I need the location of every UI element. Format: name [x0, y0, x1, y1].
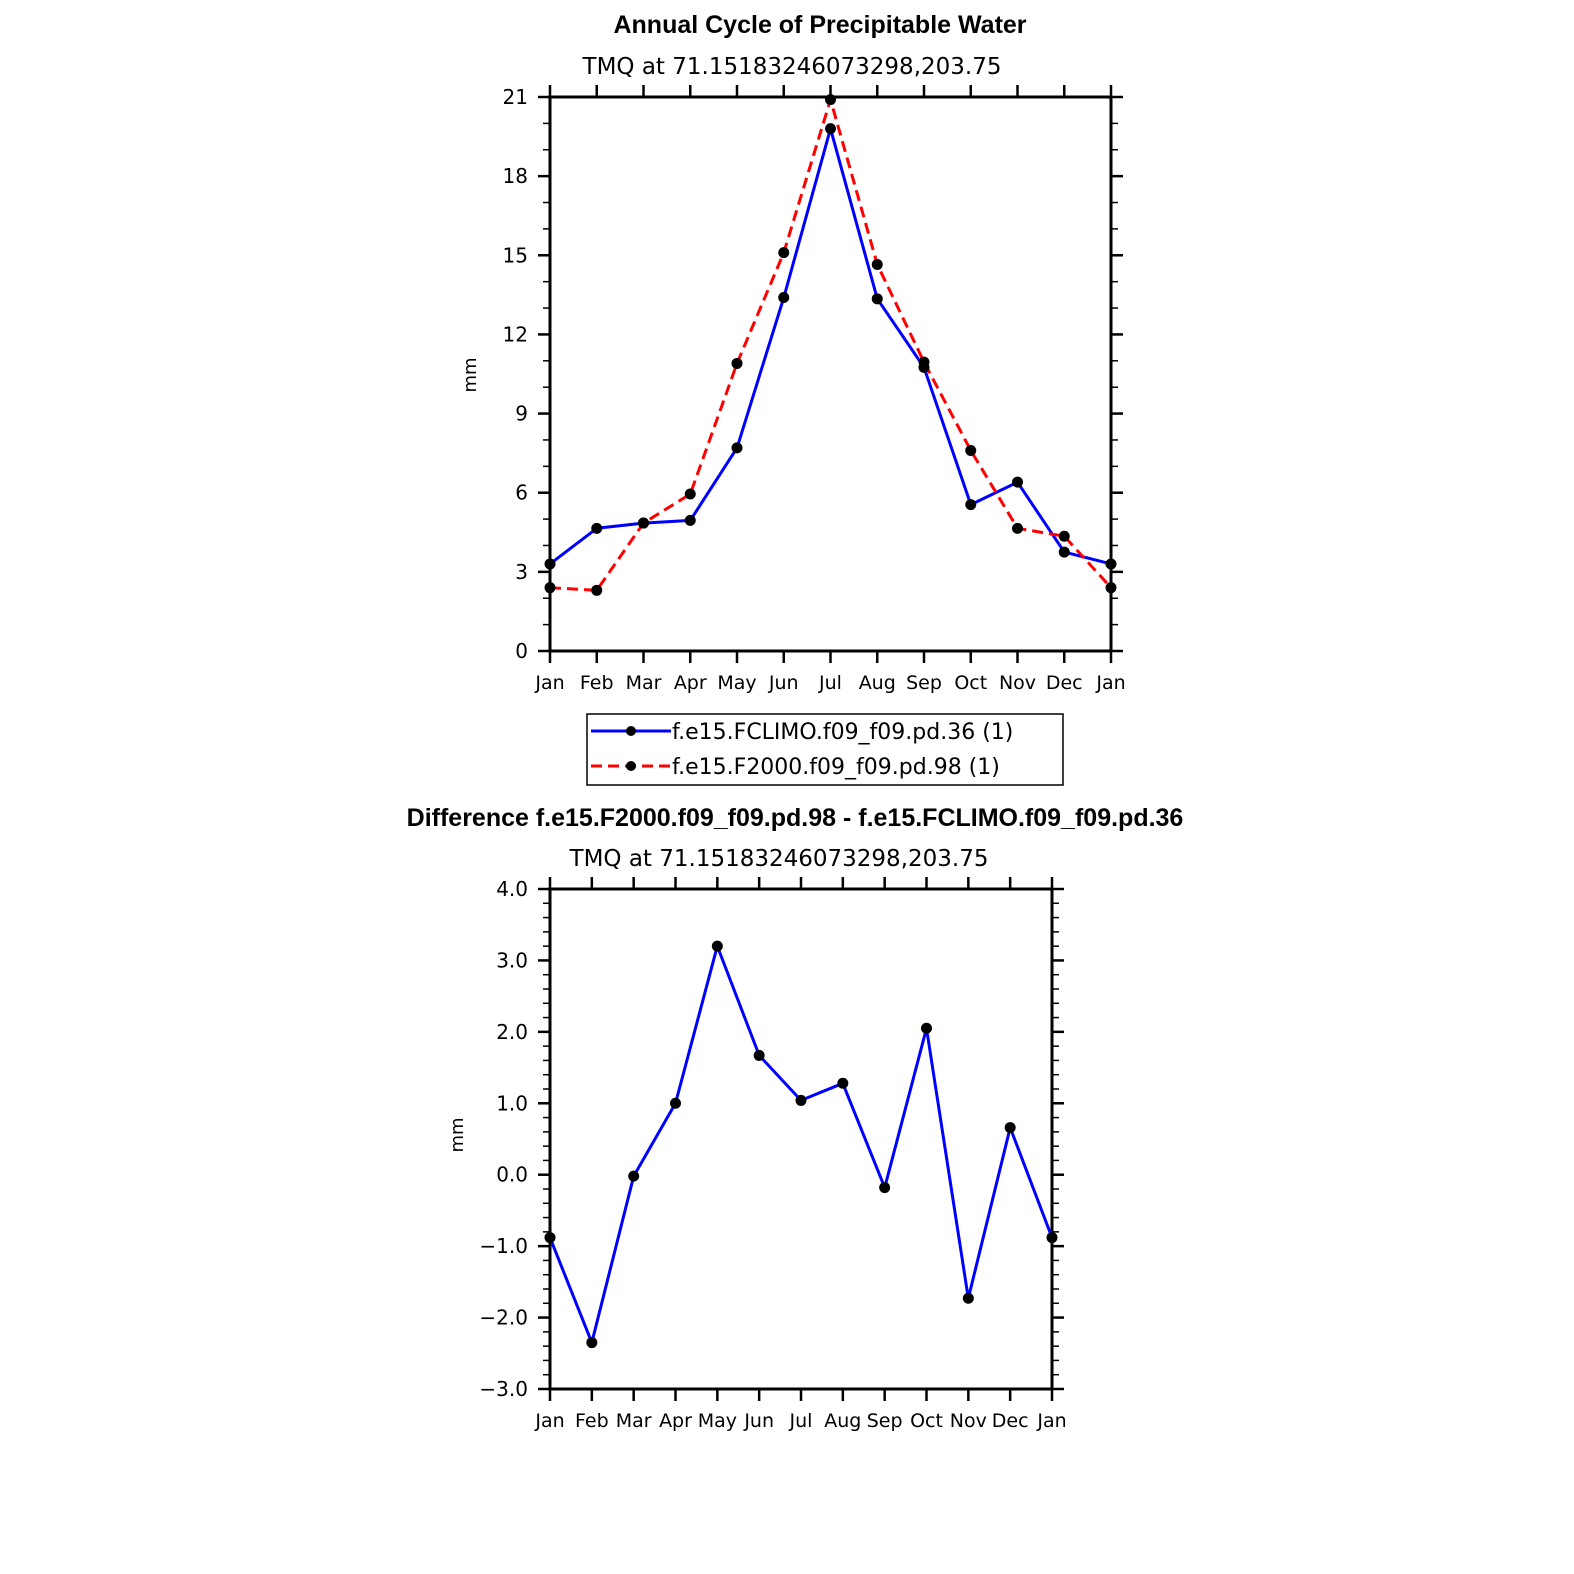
chart-subtitle: TMQ at 71.15183246073298,203.75 [569, 846, 989, 872]
chart-title: Difference f.e15.F2000.f09_f09.pd.98 - f… [407, 804, 1184, 832]
data-point-0-9 [921, 1022, 932, 1034]
x-tick-label: May [698, 1410, 737, 1432]
x-tick-label: Jun [743, 1410, 774, 1432]
data-point-0-4 [711, 940, 723, 952]
x-tick-label: Jul [789, 1410, 813, 1432]
y-tick-label: −1.0 [479, 1234, 528, 1258]
y-tick-label: 15 [503, 243, 528, 267]
data-point-0-10 [1012, 476, 1023, 488]
y-tick-label: 3.0 [496, 948, 528, 972]
data-point-0-3 [670, 1097, 681, 1109]
data-point-0-1 [591, 522, 603, 534]
y-tick-label: 12 [503, 322, 528, 346]
x-tick-label: Sep [867, 1410, 903, 1432]
y-tick-label: 3 [515, 560, 528, 584]
data-point-0-0 [544, 558, 556, 570]
data-point-1-4 [731, 357, 743, 369]
x-tick-label: Feb [580, 672, 614, 694]
y-tick-label: −2.0 [479, 1306, 528, 1330]
data-point-0-5 [753, 1049, 765, 1061]
y-tick-label: 18 [503, 164, 528, 188]
legend-box [586, 713, 1064, 786]
y-tick-label: 0 [515, 639, 528, 663]
x-tick-label: Jun [768, 672, 799, 694]
x-tick-label: Jul [818, 672, 842, 694]
data-point-0-7 [871, 293, 883, 305]
data-point-1-6 [825, 94, 836, 106]
y-tick-label: 4.0 [496, 877, 528, 901]
data-point-0-1 [586, 1337, 598, 1349]
x-tick-label: Apr [674, 672, 707, 694]
series-layer [544, 940, 1058, 1349]
x-tick-label: Mar [616, 1410, 652, 1432]
data-point-0-0 [544, 1232, 556, 1244]
x-tick-label: Dec [1046, 672, 1083, 694]
data-point-0-4 [731, 442, 743, 454]
y-tick-label: 2.0 [496, 1020, 528, 1044]
x-tick-label: Oct [954, 672, 987, 694]
legend-marker-f2000 [626, 761, 636, 771]
data-point-0-7 [837, 1077, 849, 1089]
y-tick-label: 0.0 [496, 1163, 528, 1187]
chart-title: Annual Cycle of Precipitable Water [613, 11, 1026, 39]
data-point-0-11 [1004, 1122, 1016, 1134]
data-point-1-8 [918, 356, 930, 368]
data-point-1-1 [591, 584, 603, 596]
y-tick-label: 6 [515, 481, 528, 505]
x-tick-label: Sep [906, 672, 942, 694]
y-tick-label: 1.0 [496, 1091, 528, 1115]
data-point-1-11 [1058, 530, 1070, 542]
y-axis-label: mm [460, 357, 481, 392]
legend: f.e15.FCLIMO.f09_f09.pd.36 (1) f.e15.F20… [586, 713, 1064, 786]
data-point-0-9 [965, 499, 977, 511]
data-point-1-3 [684, 488, 696, 500]
annual-cycle-chart: Annual Cycle of Precipitable Water TMQ a… [460, 11, 1126, 786]
data-point-1-5 [778, 247, 790, 259]
legend-marker-fclimo [626, 726, 636, 736]
legend-label-fclimo: f.e15.FCLIMO.f09_f09.pd.36 (1) [672, 720, 1013, 745]
data-point-1-2 [638, 517, 649, 529]
y-tick-label: 21 [503, 85, 528, 109]
data-point-0-3 [684, 514, 696, 526]
x-tick-label: Aug [824, 1410, 861, 1432]
data-point-1-10 [1012, 522, 1023, 534]
x-tick-label: Feb [575, 1410, 609, 1432]
y-tick-label: −3.0 [479, 1377, 528, 1401]
data-point-0-6 [825, 123, 836, 135]
difference-chart: Difference f.e15.F2000.f09_f09.pd.98 - f… [407, 804, 1184, 1432]
data-point-1-12 [1105, 582, 1117, 594]
chart-subtitle: TMQ at 71.15183246073298,203.75 [582, 54, 1002, 80]
data-point-0-12 [1046, 1232, 1058, 1244]
data-point-0-8 [879, 1182, 891, 1194]
x-tick-label: Aug [859, 672, 896, 694]
data-point-1-9 [965, 445, 977, 457]
data-point-1-0 [544, 582, 556, 594]
x-tick-label: May [717, 672, 756, 694]
data-point-0-11 [1058, 546, 1070, 558]
x-tick-label: Nov [999, 672, 1036, 694]
y-tick-label: 9 [515, 402, 528, 426]
x-tick-label: Jan [534, 672, 564, 694]
axes-frame: −3.0 −2.0 −1.0 0.0 1.0 2.0 3.0 4.0 Jan Feb Mar Apr M… [479, 877, 1067, 1432]
data-point-0-12 [1105, 558, 1117, 570]
data-point-0-6 [795, 1094, 807, 1106]
x-tick-label: Jan [1095, 672, 1125, 694]
x-tick-label: Apr [659, 1410, 692, 1432]
data-point-0-10 [962, 1292, 974, 1304]
series-layer [544, 94, 1117, 596]
x-tick-label: Nov [950, 1410, 987, 1432]
x-tick-label: Oct [910, 1410, 943, 1432]
data-point-0-2 [628, 1170, 640, 1182]
x-tick-label: Mar [626, 672, 662, 694]
data-point-0-5 [778, 291, 790, 303]
x-tick-label: Jan [1036, 1410, 1066, 1432]
data-point-1-7 [871, 259, 883, 271]
legend-label-f2000: f.e15.F2000.f09_f09.pd.98 (1) [672, 755, 1000, 780]
x-tick-label: Dec [992, 1410, 1029, 1432]
y-axis-label: mm [447, 1117, 468, 1152]
x-tick-label: Jan [534, 1410, 564, 1432]
